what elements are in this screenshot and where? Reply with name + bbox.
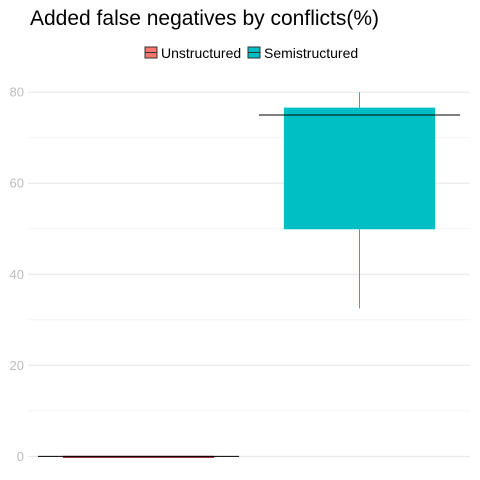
plot-area: 0 20 40 60 80 — [10, 85, 470, 464]
legend-label-semistructured: Semistructured — [264, 45, 358, 61]
y-tick-label: 60 — [10, 176, 24, 191]
y-tick-label: 40 — [10, 267, 24, 282]
y-tick-label: 20 — [10, 358, 24, 373]
y-tick-label: 80 — [10, 85, 24, 100]
chart-title: Added false negatives by conflicts(%) — [30, 7, 379, 30]
legend-label-unstructured: Unstructured — [161, 45, 241, 61]
y-tick-label: 0 — [17, 449, 24, 464]
legend: Unstructured Semistructured — [144, 45, 358, 61]
box-semistructured — [283, 107, 436, 230]
